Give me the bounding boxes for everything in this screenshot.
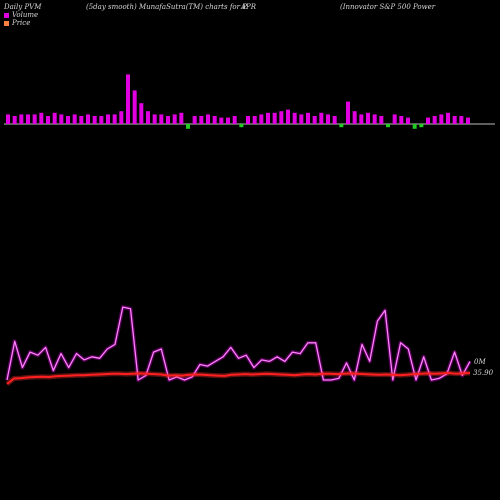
volume-bar [32, 114, 37, 124]
volume-bar [46, 116, 50, 124]
price-value-label: 35.90 [473, 369, 494, 377]
volume-bar [219, 117, 224, 124]
volume-bar [139, 103, 144, 124]
volume-bar [459, 116, 464, 124]
volume-bar-down [186, 124, 190, 129]
volume-bar [192, 116, 197, 124]
volume-bar [312, 116, 317, 124]
volume-bar [246, 116, 250, 124]
header-symbol: APR [241, 3, 257, 11]
volume-bar [6, 114, 10, 124]
header-mid: (5day smooth) MunafaSutra(TM) charts for… [86, 3, 247, 11]
volume-bar [119, 111, 124, 124]
legend-price-swatch [4, 20, 9, 26]
volume-bar [166, 116, 170, 124]
volume-bar [252, 116, 257, 124]
volume-bar [452, 116, 457, 124]
volume-bar [72, 114, 77, 124]
volume-bar [66, 116, 70, 124]
volume-bar [26, 114, 30, 124]
volume-bar-down [412, 124, 417, 129]
volume-bar [332, 116, 337, 124]
volume-bar [266, 112, 270, 124]
volume-bar [366, 112, 370, 124]
volume-bar [159, 114, 164, 124]
volume-bar-down [339, 124, 344, 128]
volume-bar [326, 114, 330, 124]
volume-bar [146, 111, 150, 124]
volume-smooth-line [6, 306, 471, 381]
volume-bar [19, 114, 24, 124]
volume-bar [399, 116, 404, 124]
volume-bar [306, 112, 310, 124]
volume-bar [79, 116, 84, 124]
volume-bar [426, 117, 430, 124]
volume-bar [206, 114, 210, 124]
volume-bar [59, 114, 64, 124]
volume-bar [319, 112, 324, 124]
volume-bar-down [386, 124, 390, 128]
volume-bar [199, 116, 204, 124]
volume-bar [446, 112, 450, 124]
volume-bar-down [239, 124, 244, 128]
volume-bar [12, 116, 17, 124]
volume-bar [212, 116, 217, 124]
volume-bar [286, 109, 290, 124]
volume-bar [379, 116, 384, 124]
volume-bar [392, 114, 397, 124]
volume-bar-down [419, 124, 424, 128]
header-right: (Innovator S&P 500 Power [340, 3, 436, 11]
volume-bar [126, 74, 130, 124]
volume-bar [372, 114, 377, 124]
volume-bar [86, 114, 90, 124]
price-line [6, 372, 471, 385]
volume-bar [172, 114, 177, 124]
volume-bar [432, 116, 437, 124]
volume-bar [132, 90, 137, 124]
volume-bar [226, 117, 230, 124]
volume-bar [352, 111, 357, 124]
volume-bar [299, 114, 304, 124]
volume-bar [406, 117, 410, 124]
volume-bar [359, 114, 364, 124]
volume-bar [279, 111, 284, 124]
volume-bar [272, 112, 277, 124]
volume-bar [99, 116, 104, 124]
volume-bar [39, 112, 44, 124]
volume-bar [346, 101, 350, 124]
volume-bar [259, 114, 264, 124]
legend-volume-swatch [4, 12, 9, 18]
legend-price-label: Price [12, 19, 31, 27]
volume-bar [232, 116, 237, 124]
volume-bar [439, 114, 444, 124]
volume-bar [92, 116, 97, 124]
volume-bar [179, 112, 184, 124]
legend-volume-label: Volume [12, 11, 39, 19]
header-left: Daily PVM [4, 3, 42, 11]
legend-price: Price [4, 19, 30, 27]
volume-bar [152, 114, 157, 124]
volume-bar [106, 114, 110, 124]
volume-bar [292, 112, 297, 124]
legend-volume: Volume [4, 11, 38, 19]
volume-bar [466, 117, 470, 124]
volume-bar [112, 114, 117, 124]
volume-bar [52, 112, 57, 124]
volume-value-label: 0M [474, 358, 486, 366]
